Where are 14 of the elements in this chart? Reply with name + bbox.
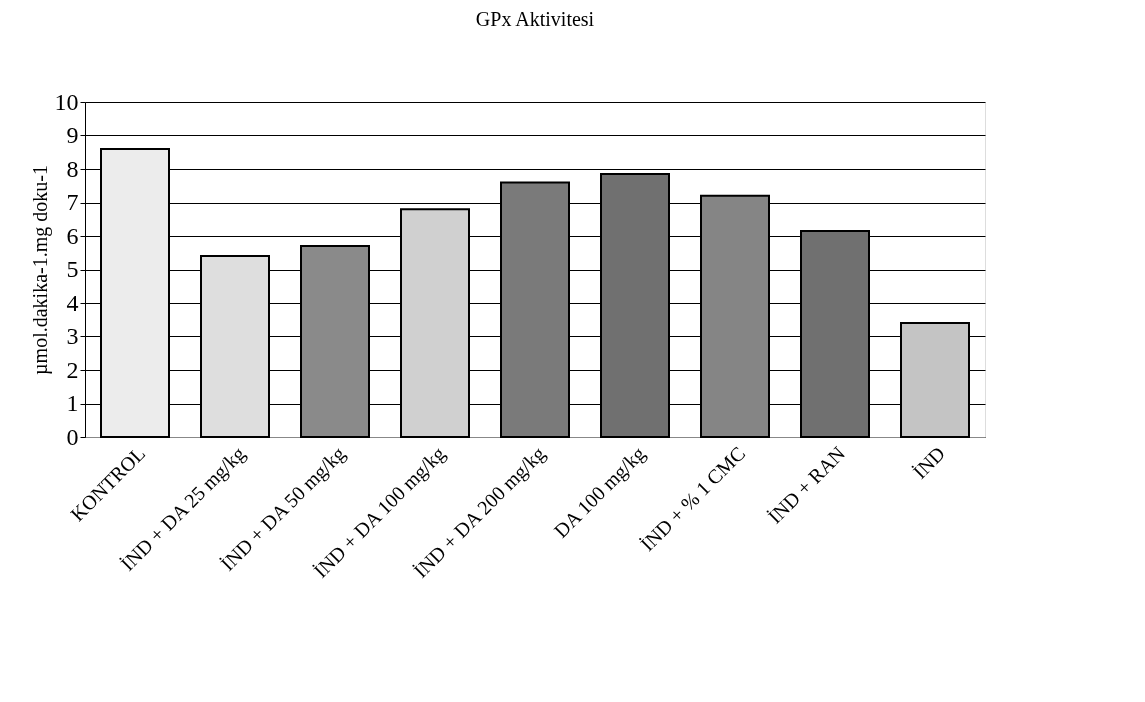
y-tick-label: 5 [66, 256, 79, 282]
y-tick-label: 9 [66, 122, 79, 148]
x-tick-label: İND [908, 442, 950, 483]
y-tick-label: 4 [66, 289, 79, 316]
y-tick-label: 10 [54, 88, 79, 115]
y-axis-title: µmol.dakika-1.mg doku-1 [28, 165, 52, 375]
y-tick-label: 8 [66, 155, 79, 182]
y-tick-label: 3 [66, 323, 79, 349]
y-tick-label: 2 [66, 356, 79, 383]
y-tick-label: 0 [66, 423, 79, 450]
chart-title: GPx Aktivitesi [475, 8, 595, 30]
y-tick-label: 7 [66, 189, 79, 215]
y-tick-label: 1 [66, 390, 79, 416]
y-tick-label: 6 [66, 222, 79, 249]
